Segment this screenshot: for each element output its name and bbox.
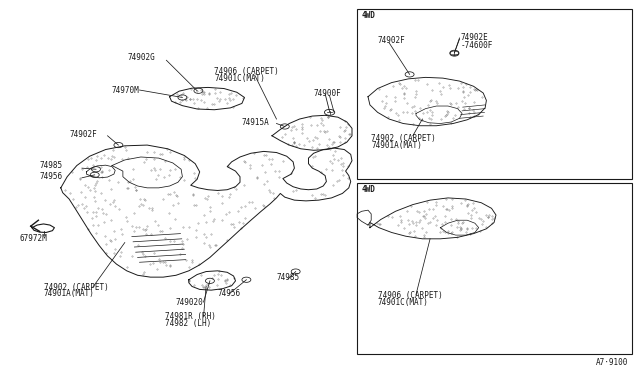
Text: 74902 (CARPET): 74902 (CARPET) [371, 134, 436, 143]
Text: 74915A: 74915A [242, 118, 269, 126]
Text: 74902E: 74902E [461, 33, 488, 42]
Text: 74906 (CARPET): 74906 (CARPET) [378, 291, 442, 300]
Text: 74901A(MAT): 74901A(MAT) [44, 289, 94, 298]
Text: 749020: 749020 [176, 298, 204, 307]
Text: 74902F: 74902F [69, 130, 97, 139]
Text: 74970M: 74970M [112, 86, 140, 94]
Text: -74600F: -74600F [461, 41, 493, 50]
Text: 74982 (LH): 74982 (LH) [165, 319, 211, 328]
Text: 74956: 74956 [218, 289, 241, 298]
Text: 74985: 74985 [276, 273, 300, 282]
Text: 74901A(MAT): 74901A(MAT) [371, 141, 422, 150]
Text: 74985: 74985 [40, 161, 63, 170]
Text: 74901C(MAT): 74901C(MAT) [378, 298, 428, 307]
Text: 4WD: 4WD [362, 185, 376, 194]
Text: 74902F: 74902F [378, 36, 405, 45]
Text: 67972M: 67972M [19, 234, 47, 243]
Bar [357, 9, 632, 179]
Text: 4WD: 4WD [362, 11, 376, 20]
Bar [357, 183, 632, 354]
Text: 74956: 74956 [40, 172, 63, 181]
Text: 74902 (CARPET): 74902 (CARPET) [44, 283, 108, 292]
Text: 74906 (CARPET): 74906 (CARPET) [214, 67, 279, 76]
Text: 74900F: 74900F [314, 89, 341, 98]
Text: 74901C(MAT): 74901C(MAT) [214, 74, 265, 83]
Text: A7·9100: A7·9100 [596, 358, 628, 367]
Text: 74981R (RH): 74981R (RH) [165, 312, 216, 321]
Text: 74902G: 74902G [128, 53, 156, 62]
